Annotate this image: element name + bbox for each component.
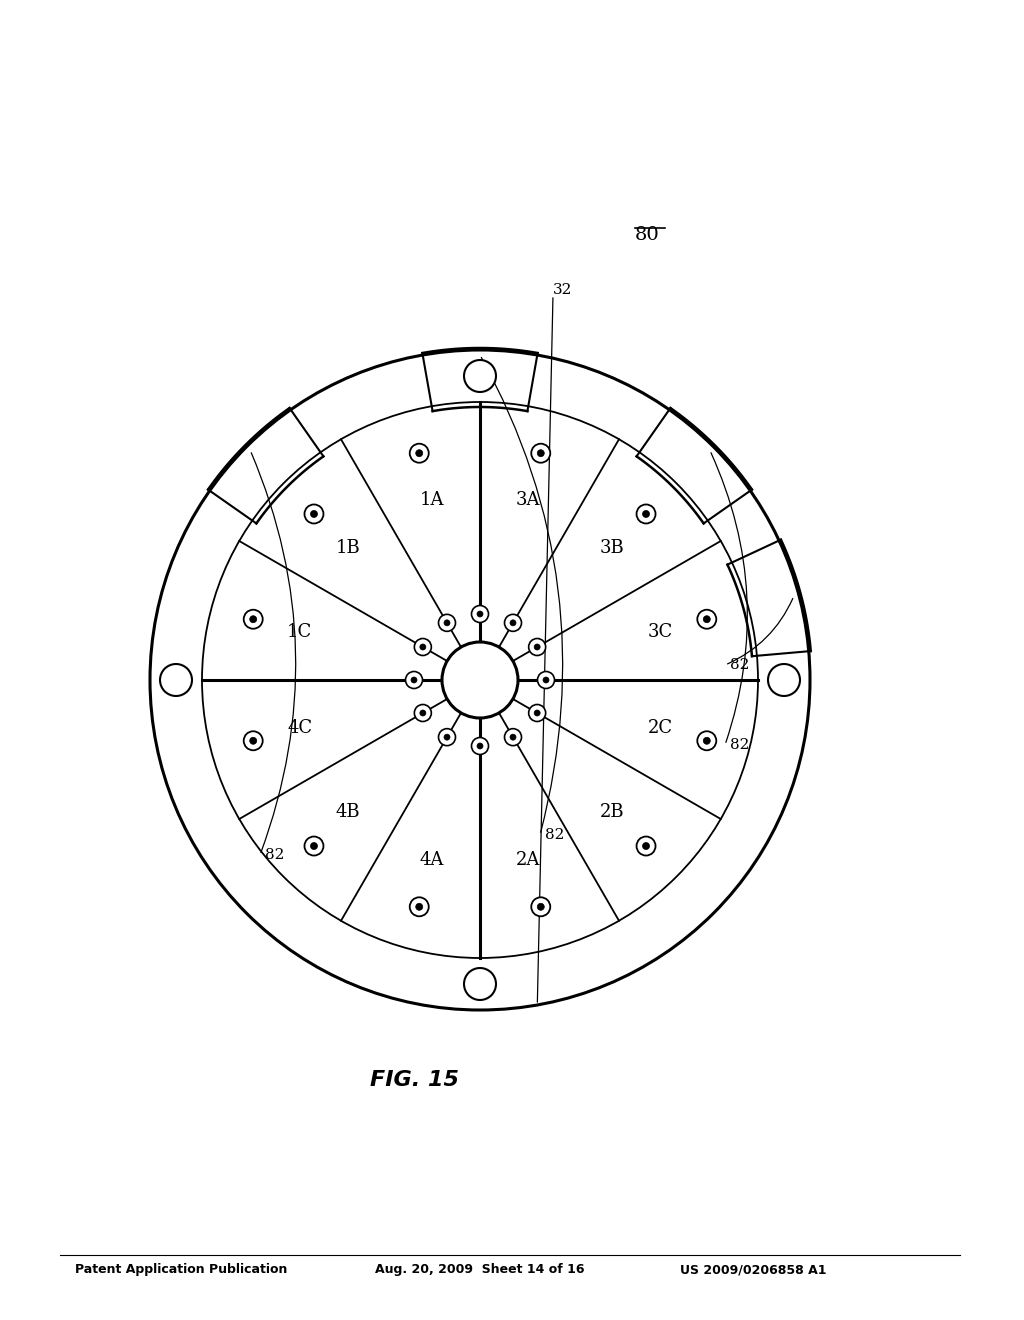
Circle shape <box>304 837 324 855</box>
Circle shape <box>442 642 518 718</box>
Circle shape <box>538 450 545 457</box>
Circle shape <box>642 511 649 517</box>
Text: 4C: 4C <box>287 719 312 738</box>
Circle shape <box>406 672 423 689</box>
Text: 4B: 4B <box>336 803 360 821</box>
Circle shape <box>411 677 417 682</box>
Circle shape <box>244 610 263 628</box>
Circle shape <box>535 710 540 715</box>
Circle shape <box>202 403 758 958</box>
Circle shape <box>415 639 431 656</box>
Circle shape <box>531 898 550 916</box>
Text: 1A: 1A <box>420 491 443 508</box>
Text: 3B: 3B <box>600 539 625 557</box>
Circle shape <box>697 731 717 750</box>
Circle shape <box>477 611 483 616</box>
Text: 3A: 3A <box>516 491 541 508</box>
Circle shape <box>505 614 521 631</box>
Circle shape <box>768 664 800 696</box>
Text: 4A: 4A <box>420 851 443 870</box>
Circle shape <box>531 444 550 463</box>
Circle shape <box>464 360 496 392</box>
Text: Aug. 20, 2009  Sheet 14 of 16: Aug. 20, 2009 Sheet 14 of 16 <box>375 1263 585 1276</box>
Text: 32: 32 <box>553 282 572 297</box>
Text: 82: 82 <box>545 828 564 842</box>
Circle shape <box>244 731 263 750</box>
Circle shape <box>543 677 549 682</box>
Text: 82: 82 <box>730 657 750 672</box>
Circle shape <box>415 705 431 722</box>
Text: 2C: 2C <box>648 719 673 738</box>
Circle shape <box>510 620 516 626</box>
Text: Patent Application Publication: Patent Application Publication <box>75 1263 288 1276</box>
Text: 1B: 1B <box>336 539 360 557</box>
Text: FIG. 15: FIG. 15 <box>370 1071 459 1090</box>
Circle shape <box>464 968 496 1001</box>
Circle shape <box>438 729 456 746</box>
Circle shape <box>250 738 257 744</box>
Text: 3C: 3C <box>648 623 673 640</box>
Circle shape <box>697 610 717 628</box>
Circle shape <box>510 734 516 741</box>
Circle shape <box>703 738 711 744</box>
Circle shape <box>420 710 426 715</box>
Circle shape <box>150 350 810 1010</box>
Text: 1C: 1C <box>287 623 312 640</box>
Circle shape <box>304 504 324 524</box>
Circle shape <box>505 729 521 746</box>
Circle shape <box>642 842 649 850</box>
Circle shape <box>444 620 450 626</box>
Text: 82: 82 <box>265 847 285 862</box>
Circle shape <box>637 837 655 855</box>
Circle shape <box>471 606 488 623</box>
Circle shape <box>310 842 317 850</box>
Circle shape <box>703 615 711 623</box>
Circle shape <box>416 903 423 911</box>
Circle shape <box>637 504 655 524</box>
Circle shape <box>444 734 450 741</box>
Circle shape <box>528 639 546 656</box>
Circle shape <box>438 614 456 631</box>
Circle shape <box>160 664 193 696</box>
Circle shape <box>477 743 483 748</box>
Text: US 2009/0206858 A1: US 2009/0206858 A1 <box>680 1263 826 1276</box>
Circle shape <box>410 444 429 463</box>
Circle shape <box>535 644 540 649</box>
Text: 82: 82 <box>730 738 750 752</box>
Circle shape <box>250 615 257 623</box>
Circle shape <box>528 705 546 722</box>
Circle shape <box>420 644 426 649</box>
Text: 2A: 2A <box>516 851 541 870</box>
Circle shape <box>538 672 555 689</box>
Text: 2B: 2B <box>600 803 625 821</box>
Circle shape <box>471 738 488 755</box>
Circle shape <box>410 898 429 916</box>
Circle shape <box>416 450 423 457</box>
Circle shape <box>310 511 317 517</box>
Text: 80: 80 <box>635 226 659 244</box>
Circle shape <box>538 903 545 911</box>
